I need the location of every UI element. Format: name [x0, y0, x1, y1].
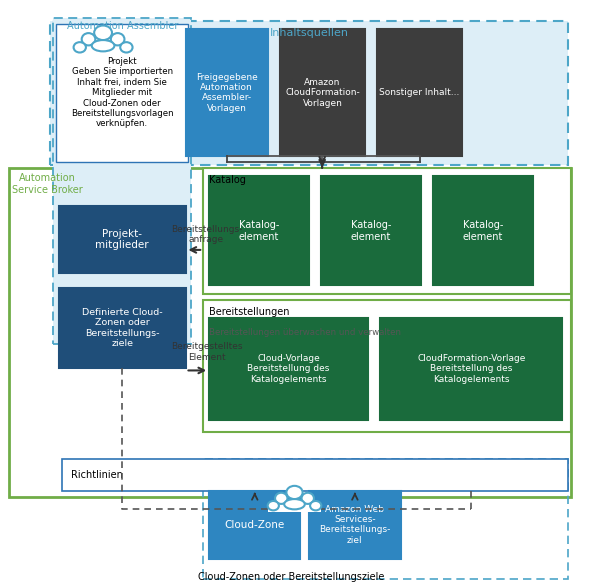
Bar — [203, 300, 571, 432]
Text: Sonstiger Inhalt...: Sonstiger Inhalt... — [379, 88, 460, 97]
Text: Bereitstellungs-
anfrage: Bereitstellungs- anfrage — [171, 225, 242, 244]
Bar — [74, 44, 132, 54]
Ellipse shape — [302, 493, 314, 504]
Bar — [321, 176, 421, 285]
Text: Bereitgestelltes
Element: Bereitgestelltes Element — [171, 342, 242, 362]
Ellipse shape — [284, 499, 305, 509]
Bar — [209, 491, 300, 559]
Bar — [380, 318, 562, 420]
Ellipse shape — [120, 42, 133, 52]
Text: Katalog-
element: Katalog- element — [239, 220, 279, 242]
Text: Automation Assembler: Automation Assembler — [67, 21, 178, 31]
Text: Projekt
Geben Sie importierten
Inhalt frei, indem Sie
Mitglieder mit
Cloud-Zonen: Projekt Geben Sie importierten Inhalt fr… — [71, 57, 174, 128]
Text: Bereitstellungen: Bereitstellungen — [209, 307, 290, 317]
Bar — [209, 318, 368, 420]
Bar — [203, 459, 568, 579]
Text: Cloud-Zone: Cloud-Zone — [224, 520, 285, 530]
Bar — [280, 29, 365, 156]
Ellipse shape — [74, 42, 86, 52]
Text: Amazon Web
Services-
Bereitstellungs-
ziel: Amazon Web Services- Bereitstellungs- zi… — [319, 505, 391, 545]
Bar — [50, 21, 568, 165]
Ellipse shape — [82, 33, 95, 45]
Ellipse shape — [267, 501, 279, 510]
Text: Inhaltsquellen: Inhaltsquellen — [270, 28, 349, 38]
Bar — [203, 168, 571, 294]
Ellipse shape — [94, 25, 112, 40]
Text: Katalog-
element: Katalog- element — [463, 220, 503, 242]
Ellipse shape — [310, 501, 322, 510]
Ellipse shape — [275, 493, 287, 504]
Bar — [186, 29, 268, 156]
Bar — [433, 176, 533, 285]
Text: Richtlinien: Richtlinien — [71, 470, 123, 480]
Text: Amazon
CloudFormation-
Vorlagen: Amazon CloudFormation- Vorlagen — [285, 78, 360, 108]
Text: CloudFormation-Vorlage
Bereitstellung des
Katalogelements: CloudFormation-Vorlage Bereitstellung de… — [417, 354, 525, 384]
Bar — [268, 503, 321, 512]
Bar — [59, 206, 186, 273]
Text: Freigegebene
Automation
Assembler-
Vorlagen: Freigegebene Automation Assembler- Vorla… — [196, 72, 257, 113]
Text: Katalog: Katalog — [209, 175, 246, 185]
Bar — [62, 459, 568, 491]
Bar — [56, 24, 188, 162]
Ellipse shape — [92, 40, 114, 51]
Text: Katalog-
element: Katalog- element — [351, 220, 391, 242]
Text: Bereitstellungen überwachen und verwalten: Bereitstellungen überwachen und verwalte… — [209, 328, 401, 337]
Bar — [209, 176, 309, 285]
Text: Automation
Service Broker: Automation Service Broker — [12, 173, 82, 195]
Bar — [59, 288, 186, 368]
Bar — [377, 29, 462, 156]
Bar — [309, 491, 401, 559]
Bar — [9, 168, 571, 497]
Ellipse shape — [286, 486, 303, 499]
Text: Cloud-Vorlage
Bereitstellung des
Katalogelements: Cloud-Vorlage Bereitstellung des Katalog… — [247, 354, 330, 384]
Text: Definierte Cloud-
Zonen oder
Bereitstellungs-
ziele: Definierte Cloud- Zonen oder Bereitstell… — [82, 308, 163, 348]
Bar — [53, 18, 191, 344]
Text: Projekt-
mitglieder: Projekt- mitglieder — [95, 229, 149, 250]
Text: Cloud-Zonen oder Bereitstellungsziele: Cloud-Zonen oder Bereitstellungsziele — [198, 572, 385, 583]
Ellipse shape — [111, 33, 124, 45]
